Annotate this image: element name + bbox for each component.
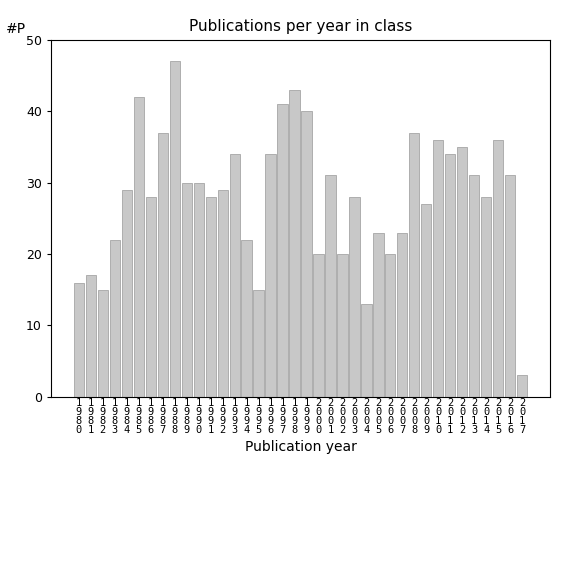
Bar — [481, 197, 492, 397]
Bar — [98, 290, 108, 397]
Bar — [230, 154, 240, 397]
Bar — [386, 254, 396, 397]
Bar — [218, 190, 228, 397]
Bar — [86, 276, 96, 397]
Bar — [373, 232, 383, 397]
Bar — [158, 133, 168, 397]
Bar — [242, 240, 252, 397]
Bar — [409, 133, 420, 397]
Bar — [337, 254, 348, 397]
Bar — [421, 204, 431, 397]
Bar — [253, 290, 264, 397]
Bar — [517, 375, 527, 397]
Bar — [134, 97, 144, 397]
Text: #P: #P — [6, 22, 26, 36]
Bar — [205, 197, 215, 397]
X-axis label: Publication year: Publication year — [244, 440, 357, 454]
Bar — [457, 147, 467, 397]
Bar — [302, 111, 312, 397]
Bar — [361, 304, 371, 397]
Bar — [146, 197, 156, 397]
Bar — [349, 197, 359, 397]
Title: Publications per year in class: Publications per year in class — [189, 19, 412, 35]
Bar — [397, 232, 408, 397]
Bar — [277, 104, 287, 397]
Bar — [265, 154, 276, 397]
Bar — [469, 175, 479, 397]
Bar — [493, 139, 503, 397]
Bar — [505, 175, 515, 397]
Bar — [325, 175, 336, 397]
Bar — [193, 183, 204, 397]
Bar — [170, 61, 180, 397]
Bar — [109, 240, 120, 397]
Bar — [181, 183, 192, 397]
Bar — [314, 254, 324, 397]
Bar — [74, 282, 84, 397]
Bar — [445, 154, 455, 397]
Bar — [433, 139, 443, 397]
Bar — [122, 190, 132, 397]
Bar — [289, 90, 299, 397]
